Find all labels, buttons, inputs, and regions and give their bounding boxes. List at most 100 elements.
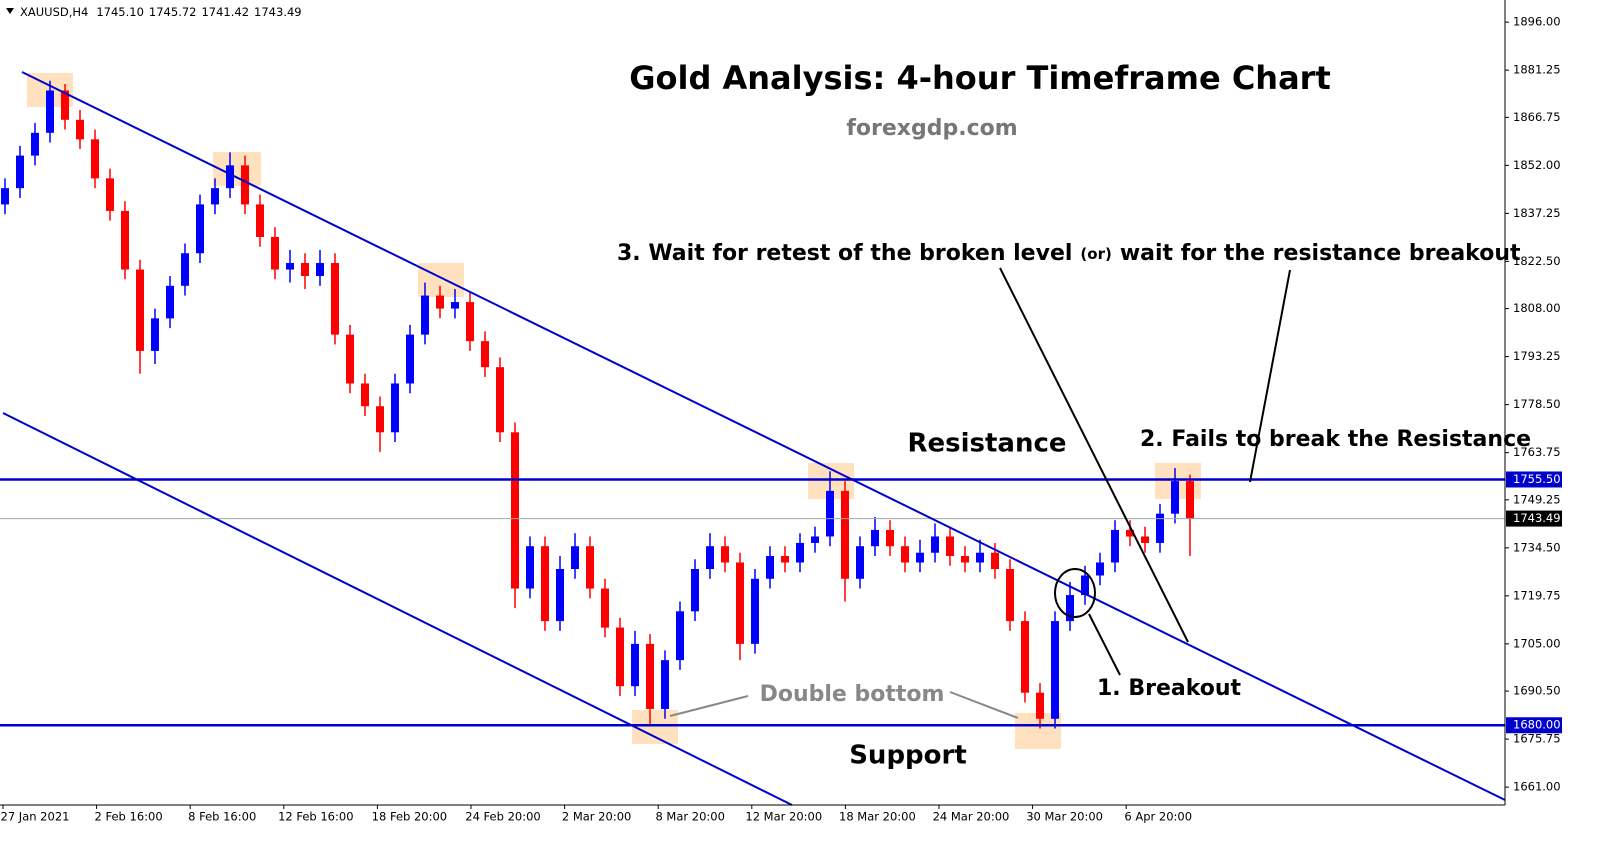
candle-body	[571, 546, 579, 570]
candle-body	[856, 546, 864, 579]
candle-body	[1081, 575, 1089, 596]
pointer	[1249, 269, 1291, 483]
pointer	[1088, 613, 1121, 676]
candle-body	[91, 139, 99, 179]
candle-body	[511, 432, 519, 589]
ohlc: 1745.10	[96, 5, 144, 19]
price-label-box	[1506, 717, 1562, 734]
y-tick-label: 1822.50	[1513, 254, 1561, 268]
candle-body	[106, 178, 114, 211]
price-label: 1755.50	[1513, 472, 1561, 486]
candle-body	[871, 529, 879, 547]
candle-body	[361, 383, 369, 407]
candle-body	[166, 285, 174, 319]
y-tick-label: 1675.75	[1513, 732, 1561, 746]
y-tick-label: 1881.25	[1513, 63, 1561, 77]
annotation: 3. Wait for retest of the broken level (o…	[617, 241, 1521, 266]
candle-body	[751, 578, 759, 644]
candle-body	[931, 536, 939, 553]
price-label: 1680.00	[1513, 718, 1561, 732]
candle-body	[826, 490, 834, 537]
y-tick-label: 1866.75	[1513, 110, 1561, 124]
candle-body	[226, 165, 234, 189]
x-tick-label: 18 Feb 20:00	[372, 810, 447, 824]
candle-body	[376, 406, 384, 433]
x-tick-label: 24 Mar 20:00	[933, 810, 1010, 824]
candles	[1, 80, 1194, 729]
price-label: 1743.49	[1513, 511, 1561, 525]
candle-body	[181, 253, 189, 286]
annotation: Resistance	[907, 429, 1066, 459]
candle-body	[1, 188, 9, 205]
levels: 1743.49 1755.50 1680.00	[0, 471, 1562, 734]
candle-body	[466, 302, 474, 342]
candle-body	[1186, 481, 1194, 519]
candle-body	[31, 132, 39, 156]
channel-upper	[21, 71, 1506, 801]
y-tick-label: 1690.50	[1513, 684, 1561, 698]
annotation-lines	[999, 267, 1291, 676]
candle-body	[661, 660, 669, 709]
x-axis: 27 Jan 2021 2 Feb 16:00 8 Feb 16:00 12 Feb …	[1, 805, 1192, 824]
y-tick-label: 1749.25	[1513, 492, 1561, 506]
y-axis: 1896.00 1881.25 1866.75 1852.00 1837.25 1822.…	[1505, 15, 1561, 794]
ohlc: 1743.49	[254, 5, 302, 19]
ohlc: 1741.42	[201, 5, 249, 19]
candle-body	[1171, 481, 1179, 514]
candle-body	[406, 334, 414, 384]
annotation: Support	[849, 741, 967, 771]
candle-body	[586, 546, 594, 589]
channel	[2, 71, 1506, 806]
x-tick-label: 2 Feb 16:00	[95, 810, 163, 824]
candle-body	[766, 555, 774, 579]
x-tick-label: 18 Mar 20:00	[839, 810, 916, 824]
candle-body	[526, 546, 534, 589]
candle-body	[436, 295, 444, 309]
candle-body	[991, 552, 999, 570]
x-tick-label: 8 Mar 20:00	[655, 810, 724, 824]
candle-body	[196, 204, 204, 254]
subtitle: forexgdp.com	[846, 116, 1017, 141]
x-tick-label: 6 Apr 20:00	[1124, 810, 1192, 824]
candle-body	[901, 546, 909, 563]
y-tick-label: 1705.00	[1513, 636, 1561, 650]
candle-body	[706, 546, 714, 570]
candle-body	[1156, 513, 1164, 543]
candle-body	[811, 536, 819, 543]
candle-body	[211, 188, 219, 205]
candle-body	[1096, 562, 1104, 576]
candle-body	[841, 490, 849, 579]
y-tick-label: 1852.00	[1513, 158, 1561, 172]
candle-body	[241, 165, 249, 205]
candle-body	[151, 318, 159, 351]
breakout-circle	[1054, 568, 1096, 618]
candle-body	[256, 204, 264, 237]
annotation-part: (or)	[1080, 245, 1111, 263]
candle-body	[451, 302, 459, 309]
candle-body	[16, 155, 24, 189]
candle-body	[76, 119, 84, 140]
ohlc: 1745.72	[149, 5, 197, 19]
price-label-box	[1506, 510, 1562, 527]
x-tick-label: 12 Feb 16:00	[278, 810, 353, 824]
annotation: 2. Fails to break the Resistance	[1140, 427, 1531, 452]
y-tick-label: 1778.50	[1513, 397, 1561, 411]
candle-body	[121, 210, 129, 270]
highlight-box	[1015, 713, 1061, 749]
y-tick-label: 1763.75	[1513, 445, 1561, 459]
x-tick-label: 2 Mar 20:00	[562, 810, 631, 824]
pointer	[949, 691, 1019, 719]
symbol: XAUUSD,H4	[20, 5, 88, 19]
pointer	[669, 695, 749, 717]
candle-body	[46, 90, 54, 133]
candle-body	[556, 569, 564, 622]
x-tick-label: 8 Feb 16:00	[188, 810, 256, 824]
double-bottom-pointers	[669, 691, 1019, 719]
candle-body	[1111, 529, 1119, 563]
x-tick-label: 30 Mar 20:00	[1026, 810, 1103, 824]
candle-body	[796, 542, 804, 563]
candle-body	[541, 546, 549, 622]
candle-body	[421, 295, 429, 335]
candle-body	[286, 263, 294, 270]
